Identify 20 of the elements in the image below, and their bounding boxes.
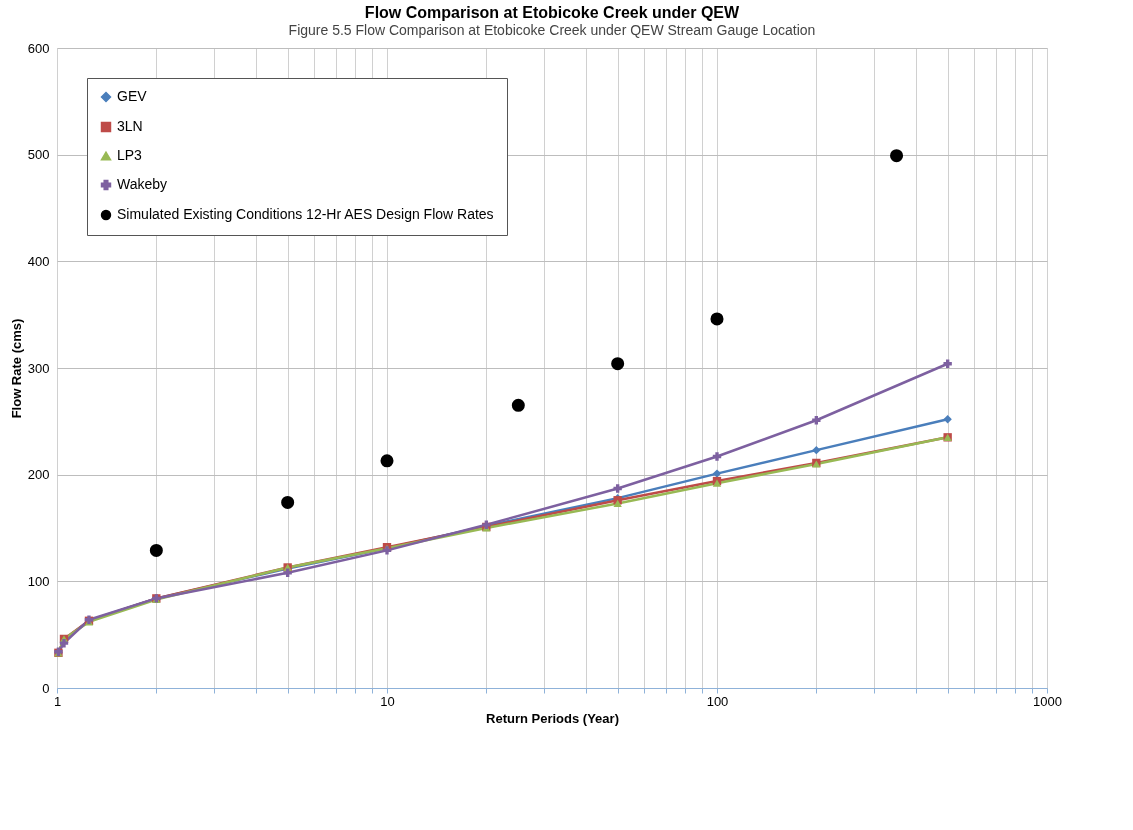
y-tick-label: 300 bbox=[27, 360, 50, 376]
x-axis-title: Return Periods (Year) bbox=[486, 710, 619, 726]
legend-label: 3LN bbox=[117, 118, 143, 134]
caption: Figure 5.5 Flow Comparison at Etobicoke Creek under QEW Stream Gauge Location bbox=[288, 22, 816, 38]
x-tick-label: 1000 bbox=[1033, 693, 1062, 709]
y-tick-label: 500 bbox=[27, 147, 50, 163]
x-tick-label: 100 bbox=[706, 693, 729, 709]
chart-title: Flow Comparison at Etobicoke Creek under QEW bbox=[364, 4, 741, 21]
legend-label: LP3 bbox=[117, 147, 143, 163]
y-tick-label: 100 bbox=[27, 573, 50, 589]
legend-label: Simulated Existing Conditions 12-Hr AES Design Flow Rates bbox=[117, 206, 494, 222]
legend-label: GEV bbox=[117, 88, 148, 104]
x-tick-label: 1 bbox=[53, 693, 62, 709]
y-tick-label: 600 bbox=[27, 40, 50, 56]
y-tick-label: 400 bbox=[27, 253, 50, 269]
y-tick-label: 0 bbox=[42, 680, 50, 696]
y-tick-label: 200 bbox=[27, 467, 50, 483]
x-tick-label: 10 bbox=[380, 693, 395, 709]
legend-label: Wakeby bbox=[117, 176, 168, 192]
y-axis-title: Flow Rate (cms) bbox=[8, 318, 24, 419]
